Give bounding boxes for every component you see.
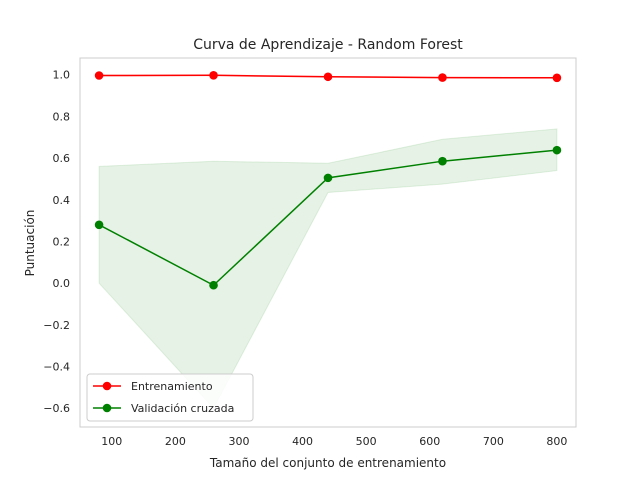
point-entrenamiento-3 <box>438 73 447 82</box>
point-validacion-cruzada-0 <box>94 220 104 230</box>
y-tick-label: 1.0 <box>53 69 71 82</box>
x-tick-label: 300 <box>228 435 249 448</box>
plot-frame <box>79 57 577 428</box>
y-tick-label: −0.4 <box>43 361 70 374</box>
y-axis-ticks: 1.0 0.8 0.6 0.4 0.2 0.0 −0.2 −0.4 −0.6 <box>43 69 70 416</box>
point-entrenamiento-1 <box>209 71 218 80</box>
x-tick-label: 800 <box>546 435 567 448</box>
point-validacion-cruzada-3 <box>438 156 447 166</box>
legend-box <box>86 373 254 422</box>
x-tick-label: 700 <box>483 435 504 448</box>
band-validacion-cruzada <box>98 128 558 410</box>
plot-background <box>80 58 576 427</box>
x-tick-label: 600 <box>419 435 440 448</box>
y-tick-label: 0.6 <box>53 152 71 165</box>
point-validacion-cruzada-2 <box>323 173 333 183</box>
y-axis-label: Puntuación <box>23 210 37 277</box>
y-tick-label: −0.6 <box>43 402 70 415</box>
series-points <box>94 71 562 290</box>
chart-title: Curva de Aprendizaje - Random Forest <box>193 37 463 53</box>
point-validacion-cruzada-4 <box>552 145 562 155</box>
y-tick-label: −0.2 <box>43 319 70 332</box>
x-tick-label: 400 <box>292 435 313 448</box>
x-tick-label: 500 <box>356 435 377 448</box>
legend-label-validacion: Validación cruzada <box>131 402 234 415</box>
x-tick-label: 200 <box>165 435 186 448</box>
legend-marker-entrenamiento <box>102 381 112 391</box>
x-tick-label: 100 <box>101 435 122 448</box>
y-tick-label: 0.0 <box>53 277 71 290</box>
x-axis-label: Tamaño del conjunto de entrenamiento <box>209 456 446 470</box>
point-entrenamiento-4 <box>552 73 562 83</box>
y-tick-label: 0.4 <box>53 194 71 207</box>
point-validacion-cruzada-1 <box>209 280 218 290</box>
x-axis-ticks: 100 200 300 400 500 600 700 800 <box>101 435 567 448</box>
y-tick-label: 0.2 <box>53 235 71 248</box>
point-entrenamiento-2 <box>323 72 333 82</box>
legend: Entrenamiento Validación cruzada <box>86 373 254 422</box>
legend-label-entrenamiento: Entrenamiento <box>131 380 213 393</box>
point-entrenamiento-0 <box>94 71 104 80</box>
y-tick-label: 0.8 <box>53 110 71 123</box>
legend-marker-validacion <box>102 403 112 413</box>
